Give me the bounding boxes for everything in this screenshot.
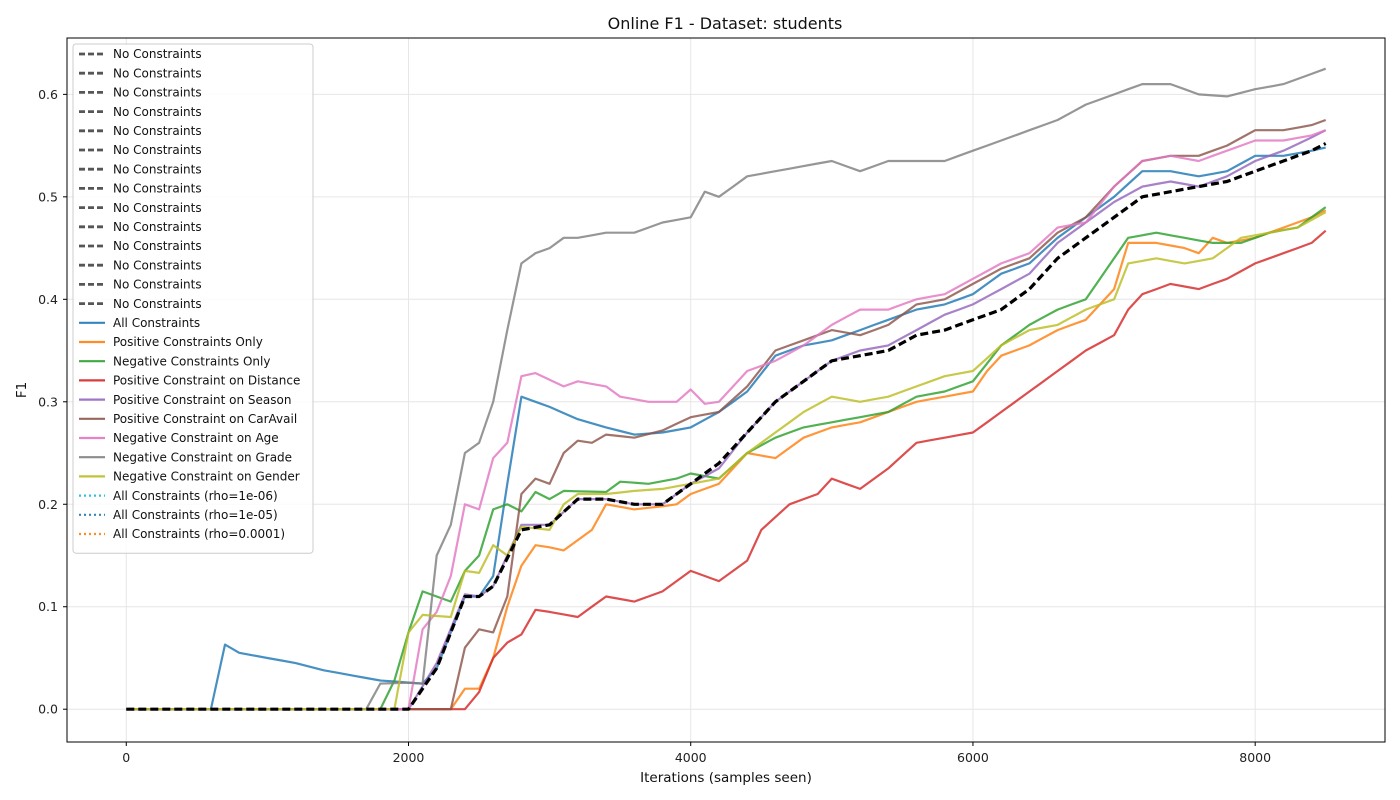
- legend: No Constraints No Constraints No Constrain…: [72, 43, 314, 554]
- legend-label: Positive Constraint on Season: [113, 393, 291, 407]
- plot-area: [126, 67, 1327, 711]
- legend-label: Positive Constraint on CarAvail: [113, 412, 297, 426]
- legend-label: No Constraints: [113, 143, 202, 157]
- x-axis-title: Iterations (samples seen): [640, 770, 812, 786]
- legend-label: All Constraints: [113, 316, 200, 330]
- chart-title: Online F1 - Dataset: students: [608, 14, 843, 33]
- legend-box: [72, 43, 314, 554]
- y-tick-label: 0.3: [38, 394, 58, 409]
- y-tick-label: 0.1: [38, 599, 58, 614]
- legend-label: No Constraints: [113, 297, 202, 311]
- y-axis-title: F1: [14, 382, 30, 398]
- legend-label: No Constraints: [113, 86, 202, 100]
- legend-label: No Constraints: [113, 258, 202, 272]
- legend-label: All Constraints (rho=1e-05): [113, 508, 278, 522]
- y-tick-label: 0.0: [38, 702, 58, 717]
- legend-label: All Constraints (rho=0.0001): [113, 527, 285, 541]
- x-axis: 0 2000 4000 6000 8000: [122, 742, 1271, 765]
- x-tick-label: 6000: [957, 750, 989, 765]
- x-tick-label: 0: [122, 750, 130, 765]
- y-tick-label: 0.4: [38, 292, 58, 307]
- series-line: [126, 142, 1327, 711]
- x-tick-label: 8000: [1239, 750, 1271, 765]
- legend-label: Negative Constraint on Grade: [113, 450, 292, 464]
- legend-label: No Constraints: [113, 47, 202, 61]
- legend-label: No Constraints: [113, 124, 202, 138]
- y-tick-label: 0.6: [38, 87, 58, 102]
- legend-label: All Constraints (rho=1e-06): [113, 489, 278, 503]
- legend-label: No Constraints: [113, 162, 202, 176]
- x-tick-label: 2000: [393, 750, 425, 765]
- y-tick-label: 0.5: [38, 189, 58, 204]
- legend-label: Negative Constraint on Age: [113, 431, 279, 445]
- legend-label: Positive Constraint on Distance: [113, 374, 300, 388]
- legend-label: No Constraints: [113, 239, 202, 253]
- legend-label: No Constraints: [113, 278, 202, 292]
- y-tick-label: 0.2: [38, 497, 58, 512]
- legend-label: No Constraints: [113, 182, 202, 196]
- y-axis: 0.0 0.1 0.2 0.3 0.4 0.5 0.6: [38, 87, 67, 717]
- legend-label: No Constraints: [113, 201, 202, 215]
- legend-label: No Constraints: [113, 105, 202, 119]
- plot-frame: [66, 37, 1386, 743]
- legend-label: No Constraints: [113, 220, 202, 234]
- legend-label: No Constraints: [113, 66, 202, 80]
- x-tick-label: 4000: [675, 750, 707, 765]
- legend-label: Positive Constraints Only: [113, 335, 263, 349]
- legend-label: Negative Constraints Only: [113, 354, 270, 368]
- legend-label: Negative Constraint on Gender: [113, 470, 300, 484]
